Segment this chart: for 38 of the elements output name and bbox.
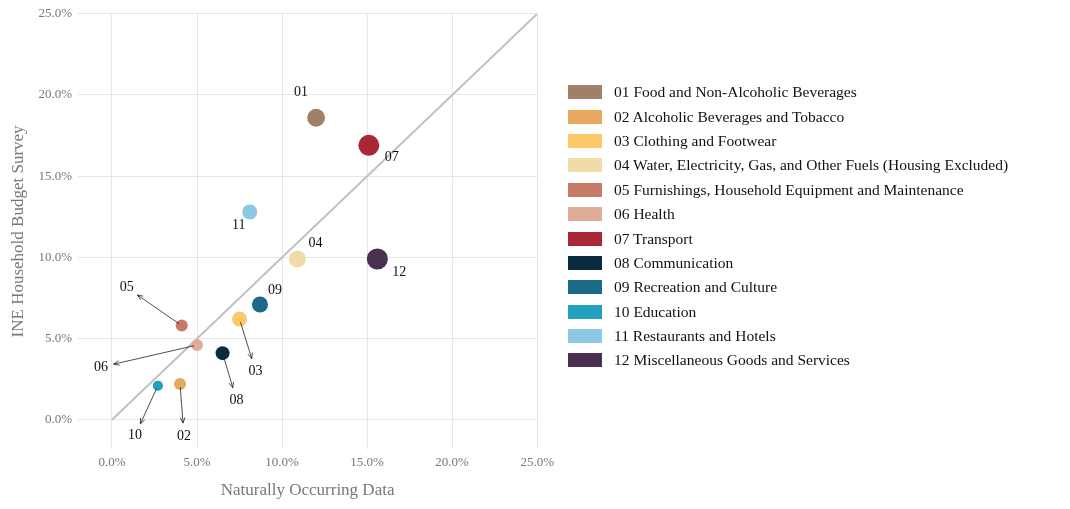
annotation: 06 [94,358,109,374]
annotation: 11 [232,216,246,232]
x-axis-title: Naturally Occurring Data [220,480,395,500]
legend-label: 04 Water, Electricity, Gas, and Other Fuels (Housing Excluded) [614,156,1009,175]
y-tick-label: 15.0% [38,167,73,183]
legend-label: 07 Transport [614,229,693,248]
x-tick-label: 25.0% [520,454,555,470]
x-tick-label: 20.0% [435,454,470,470]
y-tick-label: 5.0% [44,330,73,345]
x-tick-label: 5.0% [183,454,211,470]
legend-label: 02 Alcoholic Beverages and Tobacco [614,107,845,126]
legend-label: 08 Communication [614,253,734,272]
x-tick-label: 0.0% [98,454,126,470]
y-tick-label: 20.0% [38,86,73,102]
annotation: 04 [308,234,323,250]
legend-label: 09 Recreation and Culture [614,278,778,297]
legend-label: 06 Health [614,205,675,224]
annotation: 05 [119,279,134,295]
legend-label: 05 Furnishings, Household Equipment and Maintenance [614,180,964,199]
annotation: 01 [294,84,309,100]
x-tick-label: 15.0% [350,454,385,470]
legend-label: 11 Restaurants and Hotels [614,327,776,346]
legend-label: 10 Education [614,302,697,321]
annotation: 09 [267,282,282,298]
y-tick-label: 10.0% [38,248,73,264]
y-tick-label: 0.0% [44,411,73,427]
annotation: 10 [127,427,142,443]
annotation: 08 [229,391,244,407]
annotation: 03 [248,362,263,378]
annotation: 12 [392,263,407,279]
annotation: 07 [384,149,399,165]
x-tick-label: 10.0% [265,454,300,470]
y-tick-label: 25.0% [38,5,73,21]
legend-label: 03 Clothing and Footwear [614,131,777,150]
y-axis-title: INE Household Budget Survey [7,124,27,338]
legend-label: 01 Food and Non-Alcoholic Beverages [614,83,857,102]
legend-label: 12 Miscellaneous Goods and Services [614,351,850,370]
annotation: 02 [177,427,192,443]
